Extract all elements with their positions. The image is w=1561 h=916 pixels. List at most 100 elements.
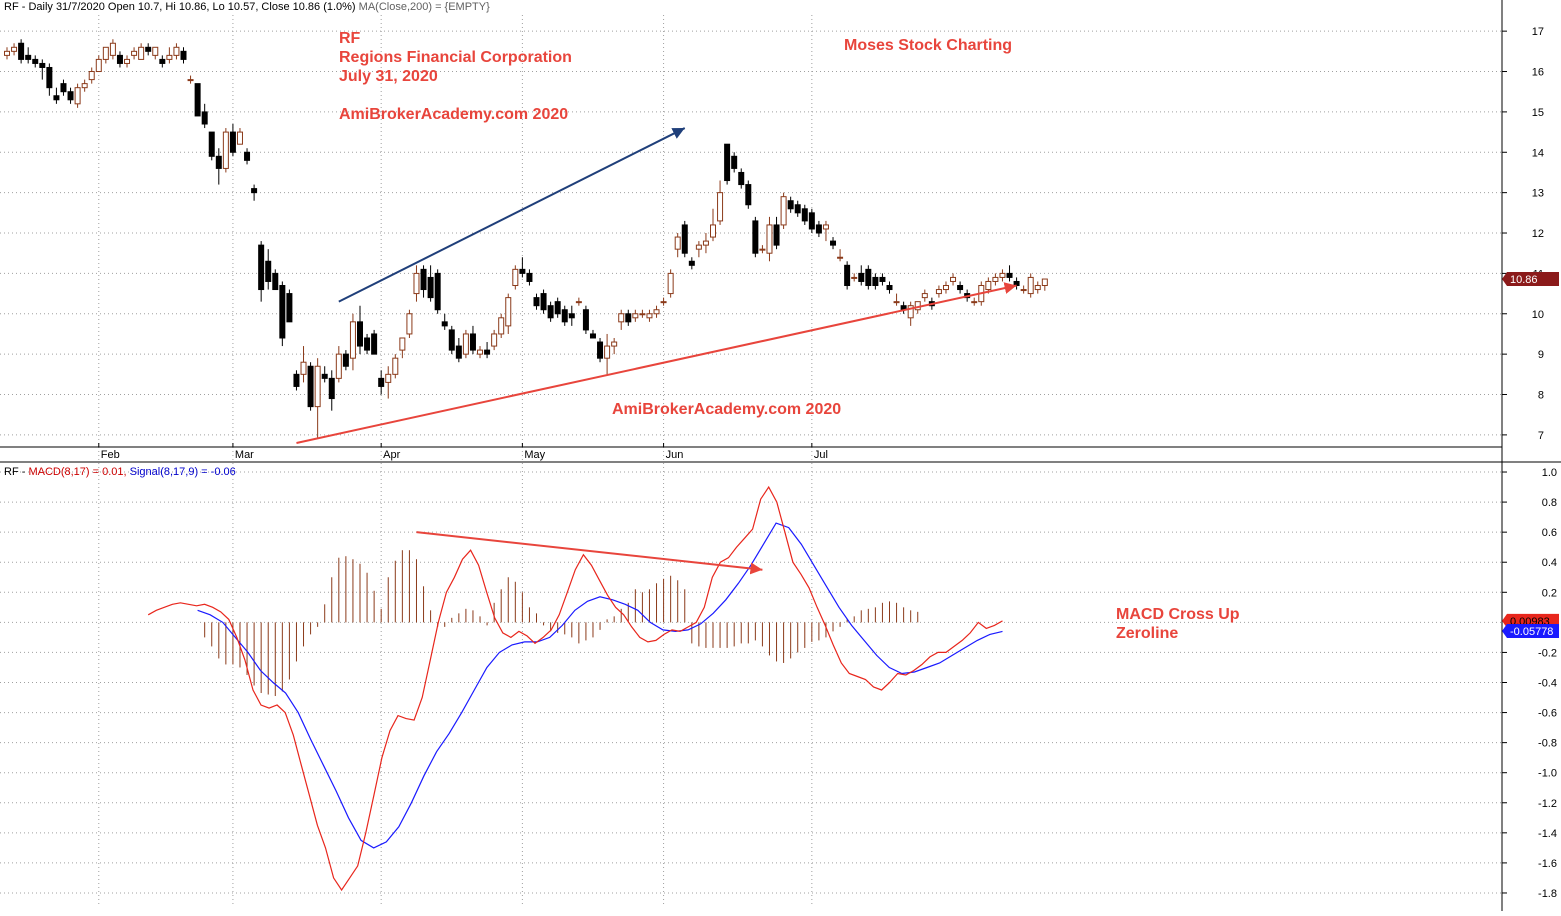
candle-body [688,260,695,266]
candle-body [780,196,787,226]
candle-body [131,50,138,56]
candle-body [11,46,18,52]
ticker-annotation: RF [339,30,361,47]
last-price-badge-text: 10.86 [1510,274,1538,286]
candle-body [152,46,159,56]
candle-body [109,42,116,56]
candle-body [681,224,688,254]
candle-body [921,293,928,299]
candle-body [265,260,272,282]
candle-body [124,58,131,64]
price-tick-label: 12 [1532,228,1544,240]
macd-line [147,485,1003,892]
candle-body [477,349,484,355]
candle-body [879,276,886,282]
macd-header-label: MACD(8,17) = 0.01, [28,466,130,478]
candle-body [561,309,568,323]
candle-body [815,224,822,234]
signal-value-badge-text: -0.05778 [1510,626,1553,638]
macd-panel-header: RF - MACD(8,17) = 0.01, Signal(8,17,9) =… [4,466,236,478]
candle-body [646,313,653,319]
candle-body [604,345,611,359]
candle-body [406,313,413,335]
price-tick-label: 8 [1538,390,1544,402]
candle-body [738,171,745,186]
candle-body [399,337,406,351]
candle-body [830,240,837,246]
candle-body [229,131,236,153]
candle-body [307,365,314,408]
candle-body [364,337,371,351]
candle-body [469,333,476,351]
month-label: Jul [814,449,828,461]
candle-body [1027,276,1034,295]
candle-body [321,373,328,379]
candle-body [46,66,53,89]
candle-body [1034,285,1041,291]
candle-body [420,268,427,291]
candle-body [611,341,618,347]
price-tick-label: 15 [1532,107,1544,119]
macd-note-line2: Zeroline [1116,625,1179,642]
candle-body [582,309,589,331]
last-price-badge-shape [1502,272,1559,287]
candle-body [632,313,639,319]
candle-body [575,301,582,304]
candle-body [653,309,660,315]
candle-body [858,272,865,282]
price-tick-label: 17 [1532,26,1544,38]
candle-body [244,151,251,161]
candle-body [378,377,385,387]
candle-body [554,301,561,315]
candle-body [844,264,851,287]
macd-tick-label: -1.4 [1538,828,1557,840]
candle-body [660,301,667,304]
signal-value-badge-shape [1502,624,1559,639]
candle-body [102,46,109,60]
candle-body [201,111,208,125]
candle-body [801,208,808,222]
candle-body [222,131,229,169]
candle-body [462,333,469,355]
candle-body [597,341,604,359]
candle-body [81,83,88,89]
candle-body [279,285,286,339]
candle-body [88,71,95,81]
candle-body [971,301,978,304]
macd-tick-label: 0.8 [1542,497,1557,509]
macd-tick-label: -1.2 [1538,798,1557,810]
candle-body [498,317,505,335]
candle-body [1020,289,1027,292]
candle-body [505,297,512,327]
candle-body [32,58,39,64]
month-label: Apr [383,449,400,461]
candle-body [731,155,738,169]
candle-body [625,313,632,323]
month-label: Mar [235,449,254,461]
candle-body [173,46,180,56]
macd-tick-label: 0.6 [1542,527,1557,539]
candle-body [39,62,46,68]
candle-body [702,240,709,246]
candle-body [293,373,300,387]
candle-body [272,272,279,291]
macd-divergence-trendline [416,531,763,575]
candle-body [787,200,794,210]
candle-body [194,83,201,117]
candle-body [236,131,243,145]
price-tick-label: 7 [1538,430,1544,442]
macd-tick-label: -0.6 [1538,708,1557,720]
candle-body [60,83,67,93]
company-annotation: Regions Financial Corporation [339,49,572,66]
candle-body [18,42,25,60]
price-header-text: RF - Daily 31/7/2020 Open 10.7, Hi 10.86… [4,1,359,13]
candle-body [992,276,999,282]
candle-body [893,301,900,304]
site-annotation-bottom: AmiBrokerAcademy.com 2020 [612,401,842,418]
price-tick-label: 13 [1532,188,1544,200]
price-tick-label: 14 [1532,147,1544,159]
candle-body [540,293,547,311]
macd-tick-label: 1.0 [1542,467,1557,479]
candle-body [441,321,448,327]
